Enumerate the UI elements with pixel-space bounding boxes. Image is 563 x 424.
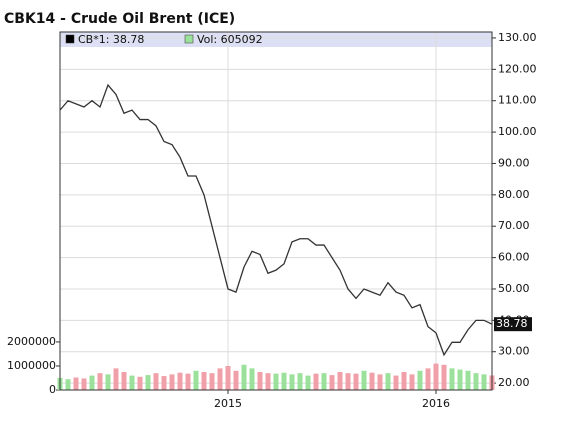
volume-bar bbox=[465, 370, 471, 390]
volume-bar bbox=[249, 368, 255, 390]
volume-bar bbox=[121, 371, 127, 390]
volume-bar bbox=[217, 368, 223, 390]
volume-bar bbox=[201, 371, 207, 390]
volume-bar bbox=[417, 370, 423, 390]
volume-bar bbox=[65, 379, 71, 390]
volume-bar bbox=[401, 371, 407, 390]
volume-bar bbox=[353, 373, 359, 390]
volume-bar bbox=[337, 371, 343, 390]
volume-bar bbox=[105, 374, 111, 390]
plot-frame bbox=[59, 31, 493, 391]
volume-bar bbox=[281, 372, 287, 390]
volume-bar bbox=[457, 369, 463, 390]
volume-bar bbox=[185, 373, 191, 390]
legend-swatch bbox=[184, 34, 194, 44]
volume-bar bbox=[161, 376, 167, 390]
last-price-box bbox=[494, 317, 532, 332]
last-price-label: 38.78 bbox=[496, 317, 528, 330]
volume-bar bbox=[97, 373, 103, 390]
y2-tick-label: 110.00 bbox=[498, 94, 537, 107]
volume-bar bbox=[137, 376, 143, 390]
volume-bar bbox=[361, 370, 367, 390]
legend-swatch bbox=[65, 34, 75, 44]
y-tick-label: 2000000 bbox=[7, 335, 56, 348]
volume-bar bbox=[81, 378, 87, 390]
y2-tick-label: 30.00 bbox=[498, 345, 530, 358]
y2-tick-label: 70.00 bbox=[498, 219, 530, 232]
y-tick-label: 1000000 bbox=[7, 359, 56, 372]
volume-bar bbox=[225, 365, 231, 390]
volume-bar bbox=[257, 371, 263, 390]
legend-label: Vol: 605092 bbox=[197, 33, 263, 46]
legend-band bbox=[60, 32, 492, 47]
volume-bar bbox=[393, 375, 399, 390]
volume-bar bbox=[377, 374, 383, 390]
y2-tick-label: 100.00 bbox=[498, 125, 537, 138]
y2-tick-label: 120.00 bbox=[498, 62, 537, 75]
price-line bbox=[59, 83, 493, 357]
legend-label: CB*1: 38.78 bbox=[78, 33, 144, 46]
volume-bar bbox=[153, 373, 159, 390]
volume-bar bbox=[297, 373, 303, 390]
volume-bar bbox=[329, 375, 335, 390]
volume-bar bbox=[233, 370, 239, 390]
x-tick-label: 2015 bbox=[214, 397, 242, 410]
volume-bar bbox=[369, 372, 375, 390]
volume-bar bbox=[241, 364, 247, 390]
volume-bar bbox=[441, 364, 447, 390]
volume-bar bbox=[425, 368, 431, 390]
chart-title: CBK14 - Crude Oil Brent (ICE) bbox=[4, 11, 235, 27]
volume-bar bbox=[345, 373, 351, 390]
volume-bar bbox=[473, 373, 479, 390]
volume-bar bbox=[321, 373, 327, 390]
volume-bar bbox=[89, 375, 95, 390]
y2-tick-label: 20.00 bbox=[498, 376, 530, 389]
volume-bar bbox=[305, 375, 311, 390]
volume-bar bbox=[113, 368, 119, 390]
volume-bar bbox=[145, 375, 151, 390]
x-tick-label: 2016 bbox=[422, 397, 450, 410]
volume-bar bbox=[409, 374, 415, 390]
volume-bar bbox=[433, 363, 439, 390]
y-tick-label: 0 bbox=[49, 383, 56, 396]
y2-tick-label: 50.00 bbox=[498, 282, 530, 295]
y2-tick-label: 60.00 bbox=[498, 251, 530, 264]
y2-tick-label: 90.00 bbox=[498, 156, 530, 169]
volume-bar bbox=[265, 373, 271, 390]
volume-bar bbox=[129, 375, 135, 390]
volume-bar bbox=[193, 370, 199, 390]
volume-bar bbox=[177, 372, 183, 390]
y2-tick-label: 80.00 bbox=[498, 188, 530, 201]
y2-tick-label: 130.00 bbox=[498, 31, 537, 44]
volume-bar bbox=[73, 377, 79, 390]
volume-bar bbox=[313, 373, 319, 390]
volume-bar bbox=[449, 368, 455, 390]
volume-bar bbox=[289, 374, 295, 390]
volume-bar bbox=[273, 373, 279, 390]
volume-bar bbox=[209, 373, 215, 390]
volume-bar bbox=[169, 374, 175, 390]
volume-bar bbox=[385, 373, 391, 390]
volume-bar bbox=[481, 374, 487, 390]
